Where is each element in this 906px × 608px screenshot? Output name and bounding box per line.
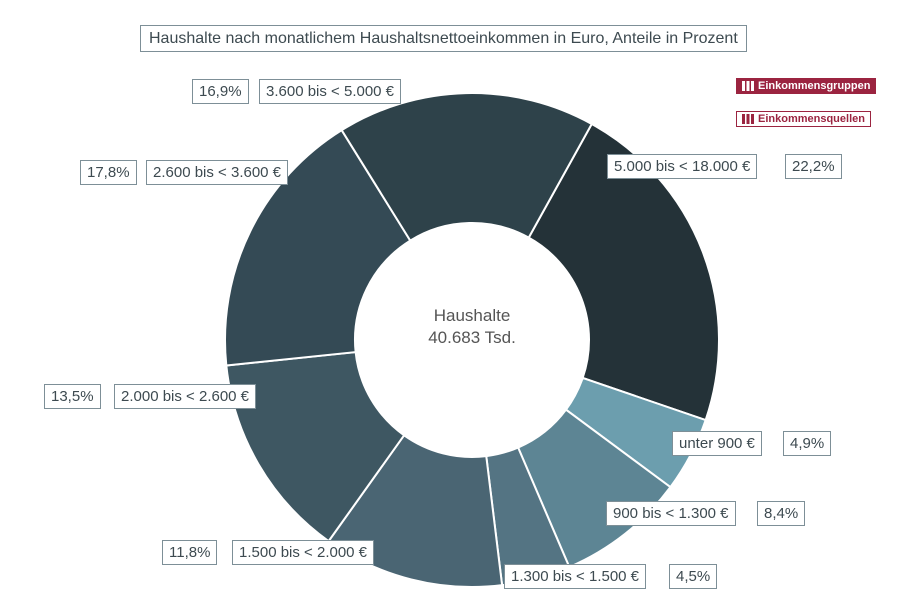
einkommensgruppen-button[interactable]: Einkommensgruppen <box>736 78 877 94</box>
slice-label: 1.300 bis < 1.500 € <box>504 564 647 589</box>
slice-pct: 4,9% <box>783 431 832 456</box>
bar-chart-icon <box>742 81 754 91</box>
button-label: Einkommensquellen <box>758 113 865 125</box>
center-value: 40.683 Tsd. <box>428 328 516 347</box>
slice-label: unter 900 € <box>672 431 762 456</box>
donut-slice[interactable] <box>340 92 594 242</box>
einkommensquellen-button[interactable]: Einkommensquellen <box>736 111 871 127</box>
center-title: Haushalte <box>433 306 511 325</box>
center-label: Haushalte 40.683 Tsd. <box>372 305 572 349</box>
slice-pct: 16,9% <box>192 79 249 104</box>
button-label: Einkommensgruppen <box>758 80 871 92</box>
bar-chart-icon <box>742 114 754 124</box>
chart-title: Haushalte nach monatlichem Haushaltsnett… <box>140 25 747 52</box>
slice-label: 5.000 bis < 18.000 € <box>607 154 758 179</box>
slice-label: 1.500 bis < 2.000 € <box>232 540 375 565</box>
slice-pct: 11,8% <box>162 540 218 565</box>
donut-slice[interactable] <box>527 122 720 422</box>
slice-pct: 22,2% <box>785 154 842 179</box>
slice-pct: 4,5% <box>669 564 718 589</box>
slice-pct: 17,8% <box>80 160 137 185</box>
slice-label: 900 bis < 1.300 € <box>606 501 736 526</box>
slice-pct: 8,4% <box>757 501 806 526</box>
donut-slice[interactable] <box>224 128 412 367</box>
slice-label: 3.600 bis < 5.000 € <box>259 79 402 104</box>
slice-label: 2.000 bis < 2.600 € <box>114 384 257 409</box>
slice-pct: 13,5% <box>44 384 101 409</box>
slice-label: 2.600 bis < 3.600 € <box>146 160 289 185</box>
